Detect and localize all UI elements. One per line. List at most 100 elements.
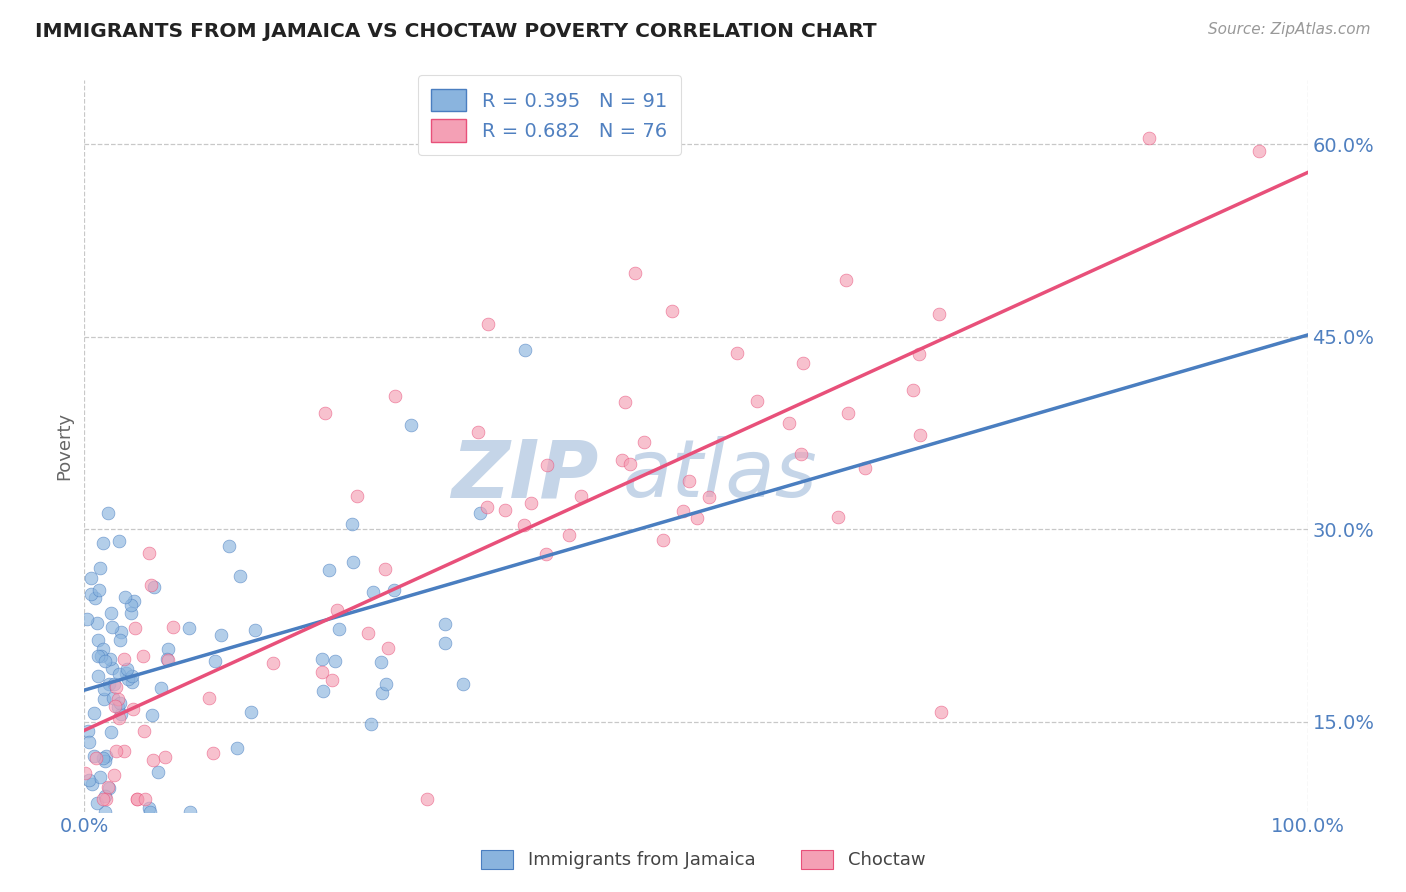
Point bbox=[651, 533, 673, 547]
Point bbox=[853, 461, 876, 475]
Point bbox=[94, 805, 117, 819]
Point bbox=[901, 383, 924, 397]
Point bbox=[790, 447, 813, 461]
Point bbox=[672, 504, 695, 518]
Point bbox=[108, 711, 131, 725]
Point bbox=[494, 503, 516, 517]
Point bbox=[122, 594, 145, 608]
Point bbox=[97, 780, 120, 795]
Point bbox=[837, 406, 859, 420]
Point bbox=[323, 654, 346, 668]
Point bbox=[91, 792, 114, 806]
Point bbox=[226, 741, 249, 756]
Point bbox=[433, 635, 456, 649]
Point bbox=[792, 356, 814, 370]
Point bbox=[243, 623, 266, 637]
Point bbox=[342, 555, 364, 569]
Point bbox=[433, 617, 456, 632]
Point bbox=[87, 633, 110, 648]
Point bbox=[90, 648, 112, 663]
Point bbox=[314, 406, 336, 420]
Point bbox=[138, 546, 160, 560]
Point bbox=[132, 724, 155, 739]
Point bbox=[87, 582, 110, 597]
Point bbox=[374, 562, 396, 576]
Point bbox=[103, 690, 125, 705]
Point bbox=[453, 677, 475, 691]
Point bbox=[77, 734, 100, 748]
Legend: Immigrants from Jamaica, Choctaw: Immigrants from Jamaica, Choctaw bbox=[472, 841, 934, 879]
Point bbox=[108, 534, 131, 549]
Point bbox=[370, 655, 392, 669]
Point bbox=[209, 627, 232, 641]
Point bbox=[321, 673, 343, 688]
Point bbox=[138, 801, 160, 815]
Point bbox=[218, 539, 240, 553]
Point bbox=[86, 796, 108, 810]
Point bbox=[89, 561, 111, 575]
Point bbox=[110, 707, 132, 722]
Point bbox=[229, 568, 252, 582]
Point bbox=[93, 655, 115, 669]
Point bbox=[100, 725, 122, 739]
Point bbox=[633, 435, 655, 450]
Point bbox=[98, 652, 121, 666]
Point bbox=[94, 749, 117, 764]
Point bbox=[76, 612, 98, 626]
Point bbox=[375, 677, 398, 691]
Point bbox=[177, 621, 200, 635]
Point bbox=[98, 676, 121, 690]
Point bbox=[139, 578, 162, 592]
Point bbox=[141, 707, 163, 722]
Point bbox=[1137, 131, 1160, 145]
Point bbox=[104, 744, 127, 758]
Point bbox=[613, 395, 636, 409]
Point bbox=[103, 768, 125, 782]
Point bbox=[661, 304, 683, 318]
Point bbox=[117, 672, 139, 686]
Point bbox=[340, 516, 363, 531]
Point bbox=[520, 496, 543, 510]
Point bbox=[97, 780, 120, 795]
Text: Source: ZipAtlas.com: Source: ZipAtlas.com bbox=[1208, 22, 1371, 37]
Point bbox=[93, 691, 115, 706]
Point bbox=[382, 582, 405, 597]
Point bbox=[384, 389, 406, 403]
Point bbox=[204, 654, 226, 668]
Point bbox=[125, 792, 148, 806]
Text: atlas: atlas bbox=[623, 436, 817, 515]
Point bbox=[536, 547, 558, 561]
Point bbox=[112, 652, 135, 666]
Text: ZIP: ZIP bbox=[451, 436, 598, 515]
Point bbox=[94, 792, 117, 806]
Point bbox=[416, 792, 439, 806]
Point bbox=[93, 681, 115, 696]
Point bbox=[262, 656, 284, 670]
Point bbox=[148, 765, 170, 780]
Point bbox=[908, 427, 931, 442]
Point bbox=[86, 615, 108, 630]
Point bbox=[513, 343, 536, 357]
Point bbox=[149, 681, 172, 696]
Point bbox=[619, 457, 641, 471]
Point bbox=[91, 642, 114, 657]
Point bbox=[122, 701, 145, 715]
Point bbox=[134, 792, 156, 806]
Point bbox=[778, 416, 800, 430]
Point bbox=[377, 640, 399, 655]
Point bbox=[697, 490, 720, 504]
Point bbox=[108, 667, 131, 681]
Point bbox=[155, 652, 177, 666]
Point bbox=[477, 317, 499, 331]
Y-axis label: Poverty: Poverty bbox=[55, 412, 73, 480]
Point bbox=[120, 598, 142, 612]
Point bbox=[110, 632, 132, 647]
Point bbox=[94, 789, 117, 804]
Point bbox=[103, 676, 125, 690]
Point bbox=[101, 620, 124, 634]
Point bbox=[312, 684, 335, 698]
Point bbox=[108, 696, 131, 710]
Point bbox=[827, 510, 849, 524]
Point bbox=[115, 662, 138, 676]
Point bbox=[114, 590, 136, 604]
